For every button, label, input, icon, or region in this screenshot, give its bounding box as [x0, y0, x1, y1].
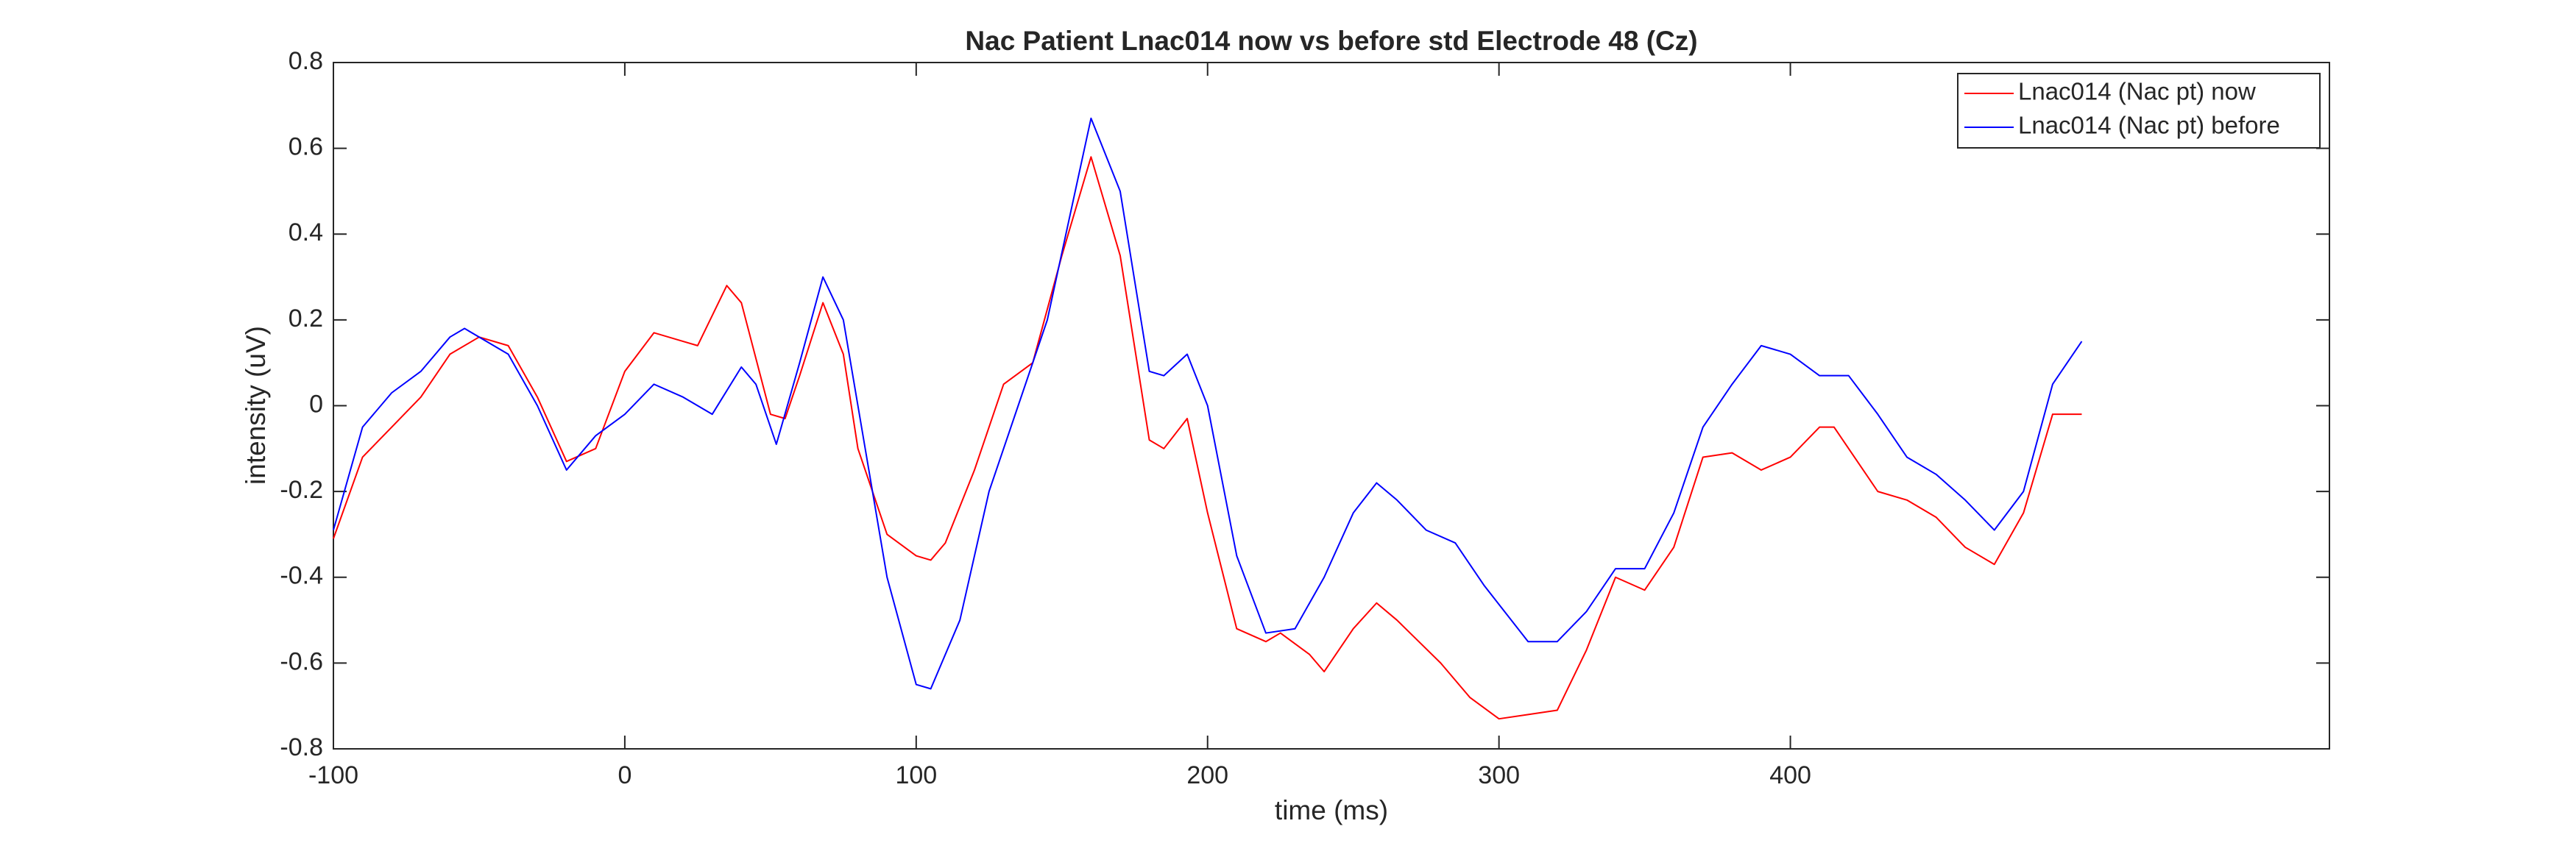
legend-label: Lnac014 (Nac pt) now: [2018, 78, 2256, 105]
legend-box: [1957, 73, 2321, 149]
x-tick-label: 0: [618, 761, 631, 789]
y-tick-label: -0.8: [280, 733, 323, 761]
y-tick-label: -0.4: [280, 562, 323, 590]
x-tick-label: -100: [308, 761, 358, 789]
x-axis-label: time (ms): [1275, 795, 1388, 825]
y-tick-label: 0.4: [289, 218, 323, 246]
y-tick-label: 0.6: [289, 133, 323, 161]
x-tick-label: 300: [1478, 761, 1520, 789]
chart-title: Nac Patient Lnac014 now vs before std El…: [965, 26, 1697, 56]
y-axis-label: intensity (uV): [241, 326, 271, 485]
y-tick-label: 0.2: [289, 305, 323, 332]
data-line: [333, 117, 2083, 690]
x-tick-label: 200: [1186, 761, 1228, 789]
y-tick-label: -0.2: [280, 476, 323, 504]
y-tick-label: 0.8: [289, 47, 323, 75]
x-tick-label: 400: [1769, 761, 1811, 789]
x-tick-label: 100: [895, 761, 937, 789]
data-line: [333, 156, 2082, 720]
y-tick-label: -0.6: [280, 647, 323, 675]
legend-label: Lnac014 (Nac pt) before: [2018, 112, 2280, 139]
y-tick-label: 0: [309, 390, 323, 418]
